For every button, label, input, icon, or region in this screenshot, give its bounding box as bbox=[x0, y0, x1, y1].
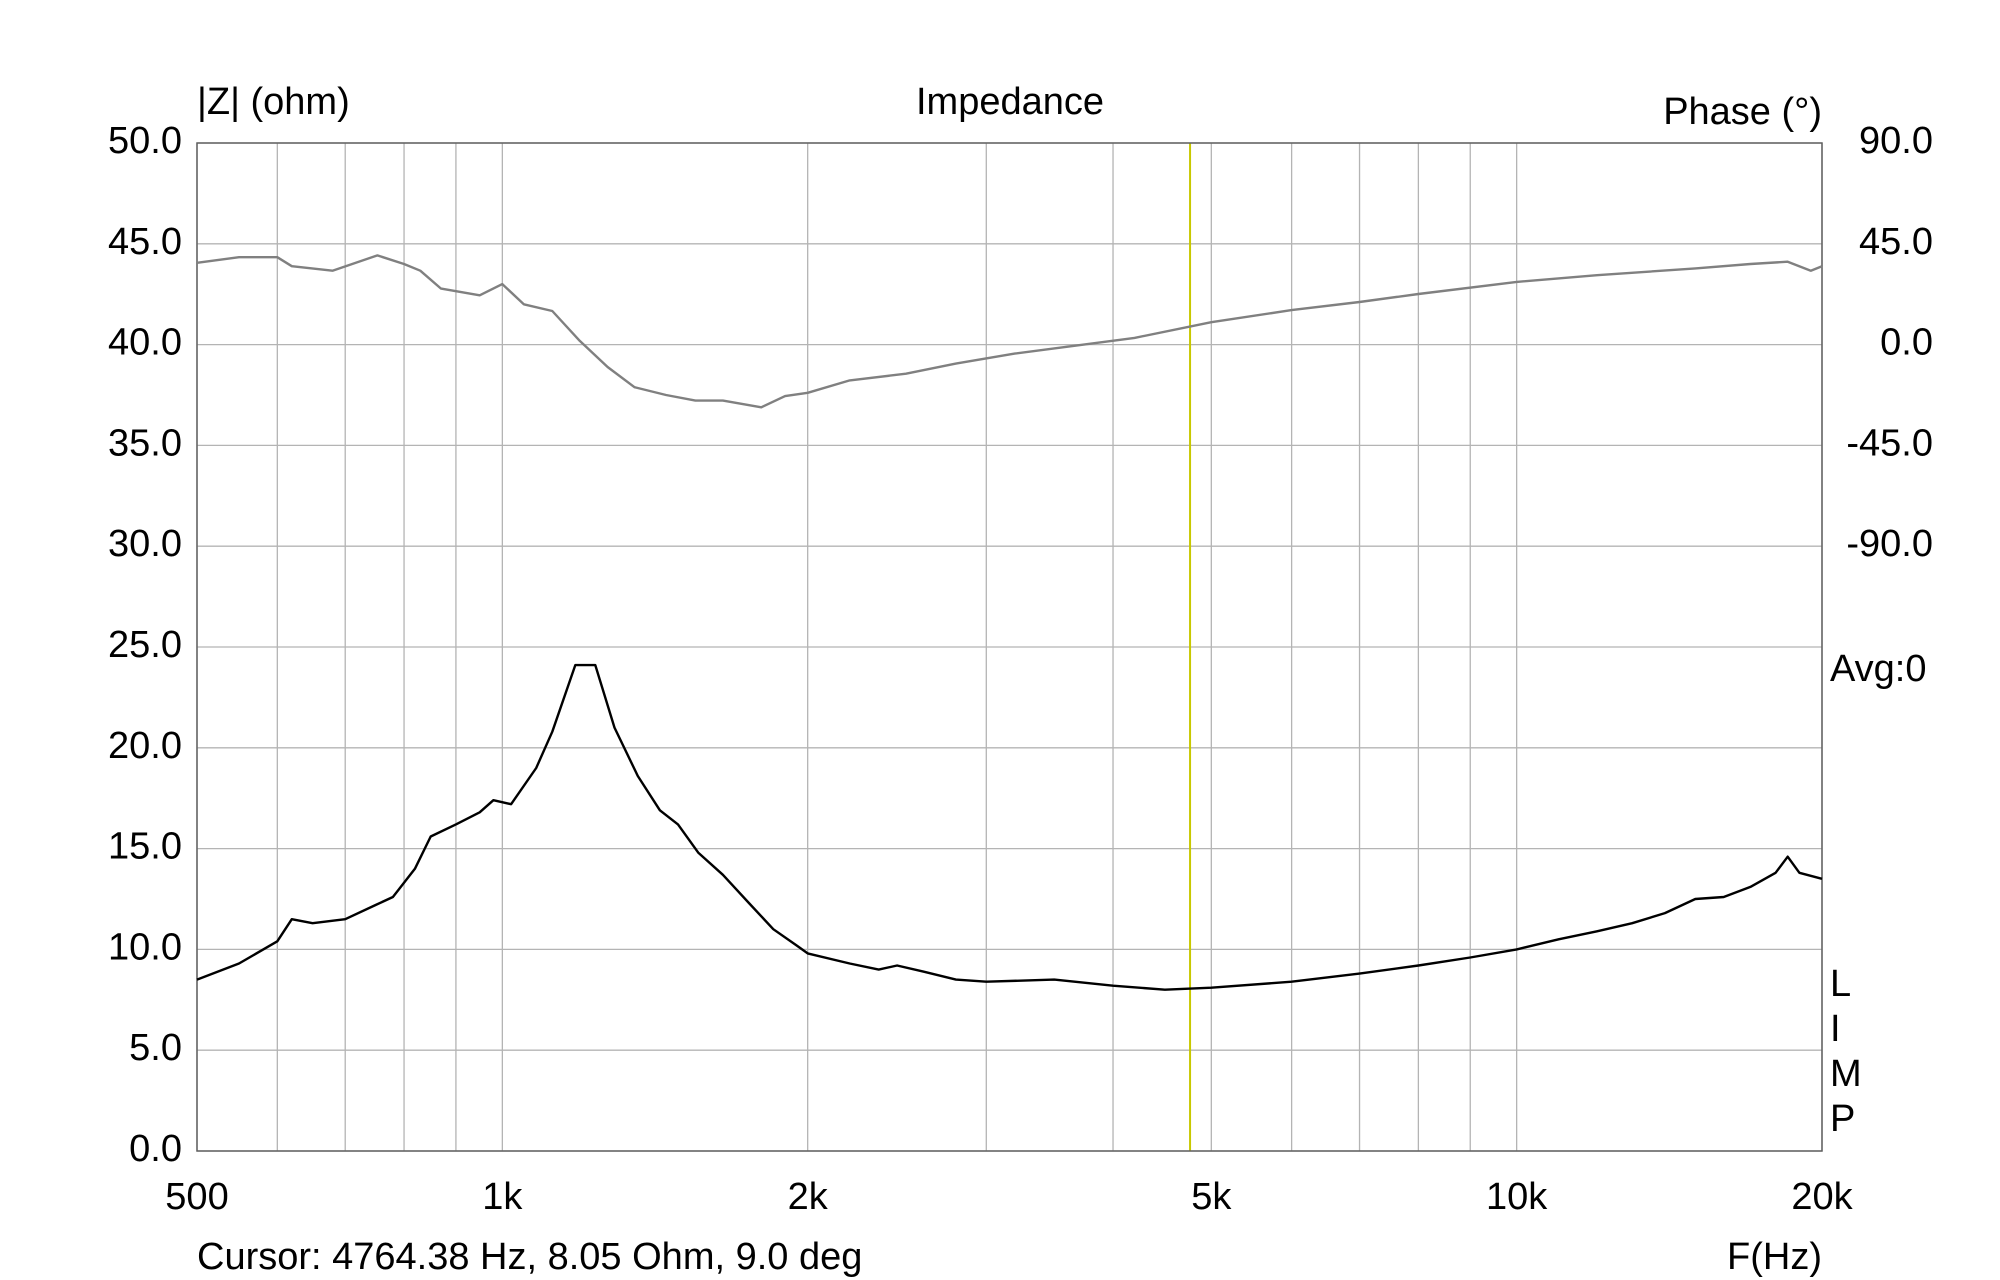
y-tick-label: 10.0 bbox=[108, 926, 182, 968]
cursor-readout: Cursor: 4764.38 Hz, 8.05 Ohm, 9.0 deg bbox=[197, 1236, 862, 1278]
x-tick-label: 10k bbox=[1486, 1176, 1548, 1218]
y-tick-label: 45.0 bbox=[108, 221, 182, 263]
chart-title: Impedance bbox=[916, 81, 1104, 123]
x-tick-label: 2k bbox=[788, 1176, 829, 1218]
series-line bbox=[196, 663, 1823, 991]
y-tick-label: 35.0 bbox=[108, 422, 182, 464]
side-label-letter: L bbox=[1830, 963, 1851, 1005]
series-line bbox=[196, 254, 1823, 409]
y2-tick-label: -90.0 bbox=[1846, 523, 1933, 565]
y2-tick-label: 45.0 bbox=[1859, 221, 1933, 263]
avg-label: Avg:0 bbox=[1830, 648, 1926, 690]
y2-tick-label: -45.0 bbox=[1846, 422, 1933, 464]
y-tick-label: 15.0 bbox=[108, 826, 182, 868]
y-tick-label: 40.0 bbox=[108, 322, 182, 364]
y2-tick-label: 0.0 bbox=[1880, 322, 1933, 364]
y-tick-label: 20.0 bbox=[108, 725, 182, 767]
side-label-letter: M bbox=[1830, 1053, 1862, 1095]
y-tick-label: 5.0 bbox=[129, 1027, 182, 1069]
side-label-letter: I bbox=[1830, 1008, 1841, 1050]
y-tick-label: 25.0 bbox=[108, 624, 182, 666]
x-axis-label: F(Hz) bbox=[1727, 1236, 1822, 1278]
y2-axis-label: Phase (°) bbox=[1663, 91, 1822, 133]
x-tick-label: 20k bbox=[1791, 1176, 1853, 1218]
x-tick-label: 500 bbox=[165, 1176, 228, 1218]
y-tick-label: 30.0 bbox=[108, 523, 182, 565]
y2-tick-label: 90.0 bbox=[1859, 120, 1933, 162]
side-label-letter: P bbox=[1830, 1098, 1855, 1140]
y-tick-label: 0.0 bbox=[129, 1128, 182, 1170]
y-tick-label: 50.0 bbox=[108, 120, 182, 162]
x-tick-label: 1k bbox=[482, 1176, 523, 1218]
y-axis-label: |Z| (ohm) bbox=[197, 81, 350, 123]
x-tick-label: 5k bbox=[1191, 1176, 1232, 1218]
plot-frame bbox=[196, 142, 1823, 1152]
